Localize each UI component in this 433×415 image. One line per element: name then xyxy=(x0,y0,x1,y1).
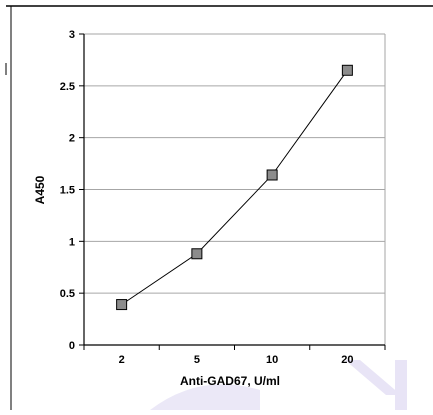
y-tick-label: 1 xyxy=(69,236,75,248)
watermark-shapes xyxy=(0,360,433,410)
data-point xyxy=(116,299,128,311)
x-tick-label: 5 xyxy=(194,354,200,366)
data-point xyxy=(266,169,278,181)
y-tick-label: 3 xyxy=(69,29,75,41)
y-tick-label: 0 xyxy=(69,340,75,352)
x-tick-label: 2 xyxy=(119,354,125,366)
y-tick-label: 0.5 xyxy=(60,288,75,300)
series-line xyxy=(121,69,348,305)
x-axis-label: Anti-GAD67, U/ml xyxy=(180,374,280,388)
watermark-blob xyxy=(150,384,260,410)
watermark-slant xyxy=(345,360,401,395)
axes xyxy=(79,33,386,350)
y-tick-label: 2 xyxy=(69,133,75,145)
data-point xyxy=(191,248,203,260)
data-series xyxy=(116,64,353,311)
data-point xyxy=(341,64,353,76)
y-tick-labels: 0 0.5 1 1.5 2 2.5 3 xyxy=(60,29,75,352)
x-tick-labels: 2 5 10 20 xyxy=(119,354,354,366)
y-tick-label: 1.5 xyxy=(60,185,75,197)
y-tick-label: 2.5 xyxy=(60,81,75,93)
grid-lines xyxy=(84,33,385,294)
y-axis-label: A450 xyxy=(33,175,47,204)
watermark-bar xyxy=(395,360,407,410)
x-tick-label: 20 xyxy=(341,354,353,366)
x-tick-label: 10 xyxy=(266,354,278,366)
